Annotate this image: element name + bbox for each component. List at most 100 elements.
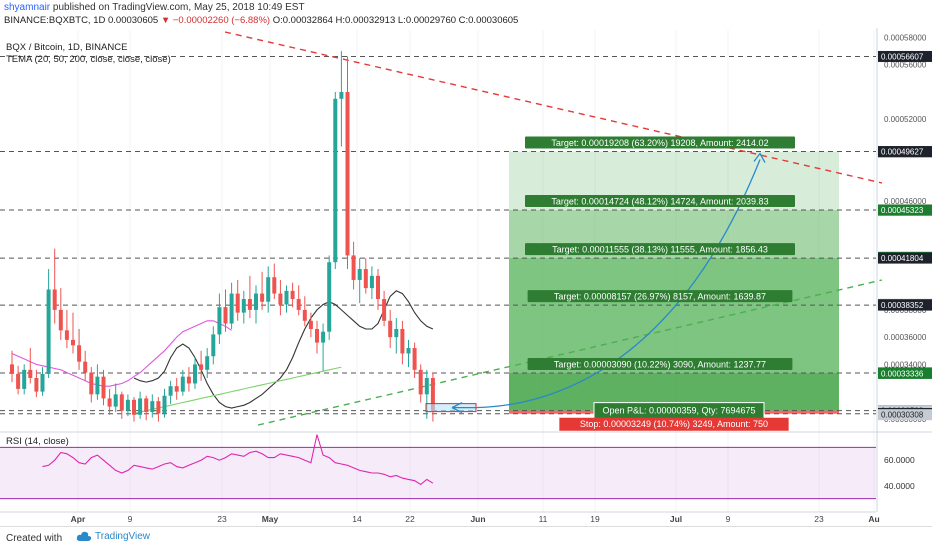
candle-down xyxy=(351,255,356,280)
candle-down xyxy=(52,289,57,310)
price-label-box xyxy=(878,50,932,62)
candle-up xyxy=(333,98,338,263)
candle-down xyxy=(247,299,252,310)
price-tick-label: 0.00034000 xyxy=(884,360,927,369)
price-label-text: 0.00033336 xyxy=(881,369,924,378)
price-label-box xyxy=(878,146,932,158)
candle-up xyxy=(217,307,222,335)
ohlc-text: O:0.00032864 H:0.00032913 L:0.00029760 C… xyxy=(272,15,519,26)
entry-arrow xyxy=(451,402,476,414)
legend-pair: BQX / Bitcoin, 1D, BINANCE xyxy=(6,42,128,53)
candle-up xyxy=(211,334,216,357)
price-label-text: 0.00038352 xyxy=(881,301,924,310)
tradingview-brand-text: TradingView xyxy=(95,531,151,542)
published-text: published on TradingView.com, May 25, 20… xyxy=(52,2,305,13)
footer: Created with TradingView xyxy=(0,526,932,551)
candle-up xyxy=(162,395,167,414)
stop-label-text: Stop: 0.00003249 (10.74%) 3249, Amount: … xyxy=(580,419,768,429)
tema-20-line xyxy=(133,290,434,409)
candle-up xyxy=(284,290,289,305)
candle-up xyxy=(369,275,374,289)
candle-up xyxy=(266,277,271,302)
time-tick-label: 23 xyxy=(217,514,227,524)
price-tick-label: 0.00052000 xyxy=(884,115,927,124)
rsi-pane: 60.0000 40.0000 xyxy=(0,431,932,500)
time-tick-label: 9 xyxy=(726,514,731,524)
tradingview-cloud-icon xyxy=(76,531,92,541)
price-tick-label: 0.00046000 xyxy=(884,197,927,206)
candle-up xyxy=(254,293,258,310)
candle-down xyxy=(418,369,423,395)
created-with-text: Created with xyxy=(6,533,63,544)
target-label-box xyxy=(525,136,795,149)
candle-up xyxy=(321,331,326,343)
chart-legend: BQX / Bitcoin, 1D, BINANCE TEMA (20, 50,… xyxy=(6,42,171,66)
candle-down xyxy=(382,299,387,321)
candle-up xyxy=(22,369,27,389)
candle-down xyxy=(132,399,136,415)
candle-down xyxy=(34,378,39,392)
candle-down xyxy=(71,339,75,346)
legend-indicator: TEMA (20, 50, 200, close, close, close) xyxy=(6,54,171,65)
candle-down xyxy=(412,348,417,370)
candle-down xyxy=(272,277,277,294)
candle-down xyxy=(400,328,405,354)
target-label-box xyxy=(525,243,795,256)
candle-down xyxy=(10,364,14,374)
target-label-text: Target: 0.00008157 (26.97%) 8157, Amount… xyxy=(554,292,766,302)
target-label-box xyxy=(527,290,793,303)
time-tick-label: Jun xyxy=(470,514,485,524)
price-label-text: 0.00041804 xyxy=(881,254,924,263)
target-label-box xyxy=(527,358,793,371)
candle-up xyxy=(394,328,399,338)
price-axis: 0.00058000 0.00056000 0.00052000 0.00046000… xyxy=(876,28,932,512)
rsi-band xyxy=(0,447,876,499)
time-tick-label: Au xyxy=(868,514,879,524)
candle-up xyxy=(113,394,118,407)
candle-down xyxy=(28,369,33,379)
candle-down xyxy=(223,307,228,324)
candle-up xyxy=(138,398,143,415)
price-label-text: 0.00049627 xyxy=(881,148,924,157)
time-tick-label: 9 xyxy=(128,514,133,524)
support-trendline xyxy=(257,279,883,426)
candle-down xyxy=(260,293,265,302)
candle-down xyxy=(278,293,283,305)
target-label-text: Target: 0.00011555 (38.13%) 11555, Amoun… xyxy=(552,245,768,255)
candle-down xyxy=(296,299,301,310)
tema-200-line xyxy=(133,366,342,414)
candle-up xyxy=(424,378,429,395)
candle-down xyxy=(107,398,112,407)
candle-down xyxy=(101,376,106,399)
rsi-label: RSI (14, close) xyxy=(6,436,69,447)
price-label-box xyxy=(878,367,932,379)
candle-down xyxy=(235,293,240,313)
trend-lines xyxy=(224,31,883,426)
resistance-trendline xyxy=(224,31,883,184)
candle-up xyxy=(241,299,246,313)
candle-down xyxy=(16,373,21,389)
candle-down xyxy=(89,372,94,395)
tradingview-brand[interactable]: TradingView xyxy=(76,531,150,542)
rsi-tick-label: 40.0000 xyxy=(884,481,915,491)
author-link[interactable]: shyamnair xyxy=(4,2,51,13)
price-chart[interactable]: Target: 0.00019208 (63.20%) 19208, Amoun… xyxy=(0,28,932,526)
price-label-box xyxy=(878,299,932,311)
candle-up xyxy=(193,364,197,384)
candle-down xyxy=(345,91,350,256)
target-label-text: Target: 0.00014724 (48.12%) 14724, Amoun… xyxy=(551,197,768,207)
candle-up xyxy=(40,373,45,392)
projection-arrowhead xyxy=(753,152,766,163)
candle-down xyxy=(83,361,88,373)
candle-down xyxy=(199,364,204,370)
candle-up xyxy=(229,293,234,324)
time-tick-label: Apr xyxy=(71,514,86,524)
candle-up xyxy=(406,348,411,354)
candle-down xyxy=(174,386,179,392)
time-tick-label: 19 xyxy=(590,514,600,524)
candle-up xyxy=(180,376,185,392)
candle-down xyxy=(388,320,393,338)
rsi-tick-label: 60.0000 xyxy=(884,455,915,465)
candle-up xyxy=(150,401,155,413)
symbol-line: BINANCE:BQXBTC, 1D 0.00030605 xyxy=(4,15,159,26)
